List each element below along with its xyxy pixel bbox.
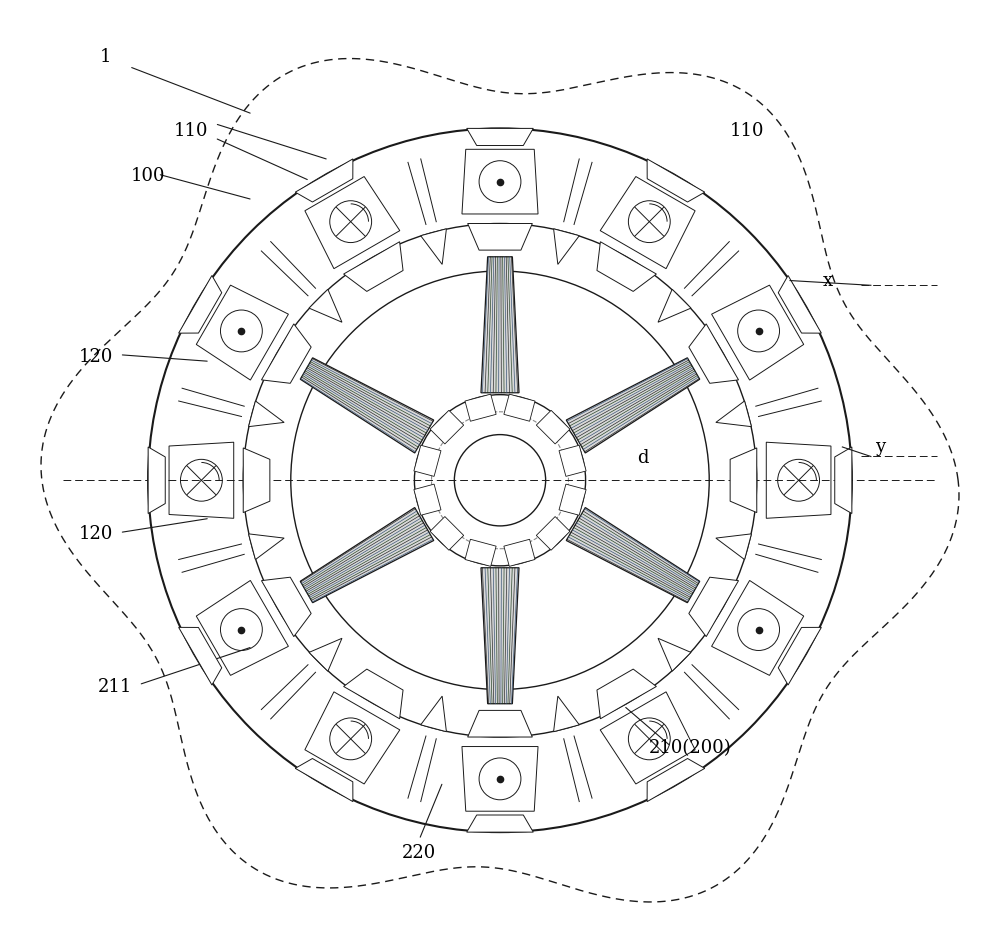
Polygon shape xyxy=(249,401,284,427)
Polygon shape xyxy=(295,159,353,202)
Polygon shape xyxy=(716,401,751,427)
Polygon shape xyxy=(730,448,757,513)
Polygon shape xyxy=(504,539,535,567)
Polygon shape xyxy=(344,242,403,291)
Polygon shape xyxy=(430,516,464,551)
Polygon shape xyxy=(554,696,579,731)
Polygon shape xyxy=(261,577,311,636)
Polygon shape xyxy=(467,815,533,832)
Text: 100: 100 xyxy=(131,167,165,184)
Text: 110: 110 xyxy=(730,123,765,140)
Polygon shape xyxy=(597,242,656,291)
Polygon shape xyxy=(430,410,464,444)
Polygon shape xyxy=(536,410,570,444)
Polygon shape xyxy=(421,229,446,264)
Polygon shape xyxy=(421,696,446,731)
Text: 211: 211 xyxy=(98,678,132,695)
Text: 120: 120 xyxy=(79,526,113,543)
Polygon shape xyxy=(647,759,705,802)
Polygon shape xyxy=(295,759,353,802)
Polygon shape xyxy=(481,257,519,393)
Polygon shape xyxy=(465,394,496,421)
Polygon shape xyxy=(504,394,535,421)
Polygon shape xyxy=(778,628,821,685)
Polygon shape xyxy=(468,223,532,250)
Polygon shape xyxy=(658,289,691,322)
Polygon shape xyxy=(647,159,705,202)
Text: y: y xyxy=(875,438,885,456)
Polygon shape xyxy=(689,577,739,636)
Polygon shape xyxy=(148,447,165,514)
Text: 220: 220 xyxy=(402,844,436,862)
Polygon shape xyxy=(300,508,434,603)
Polygon shape xyxy=(559,445,586,476)
Polygon shape xyxy=(467,128,533,146)
Polygon shape xyxy=(559,484,586,515)
Polygon shape xyxy=(179,276,222,333)
Polygon shape xyxy=(778,276,821,333)
Polygon shape xyxy=(468,710,532,737)
Polygon shape xyxy=(414,445,441,476)
Polygon shape xyxy=(179,628,222,685)
Polygon shape xyxy=(249,534,284,559)
Polygon shape xyxy=(300,358,434,453)
Polygon shape xyxy=(309,289,342,322)
Polygon shape xyxy=(566,358,700,453)
Text: 210(200): 210(200) xyxy=(649,740,732,757)
Polygon shape xyxy=(536,516,570,551)
Polygon shape xyxy=(309,638,342,671)
Polygon shape xyxy=(716,534,751,559)
Polygon shape xyxy=(481,568,519,704)
Polygon shape xyxy=(465,539,496,567)
Polygon shape xyxy=(243,448,270,513)
Polygon shape xyxy=(597,670,656,719)
Text: 1: 1 xyxy=(100,49,111,66)
Polygon shape xyxy=(344,670,403,719)
Polygon shape xyxy=(554,229,579,264)
Polygon shape xyxy=(689,324,739,383)
Polygon shape xyxy=(566,508,700,603)
Text: 120: 120 xyxy=(79,348,113,365)
Polygon shape xyxy=(261,324,311,383)
Text: 110: 110 xyxy=(174,123,208,140)
Text: x: x xyxy=(823,272,833,289)
Text: d: d xyxy=(637,450,648,467)
Polygon shape xyxy=(835,447,852,514)
Polygon shape xyxy=(414,484,441,515)
Polygon shape xyxy=(658,638,691,671)
